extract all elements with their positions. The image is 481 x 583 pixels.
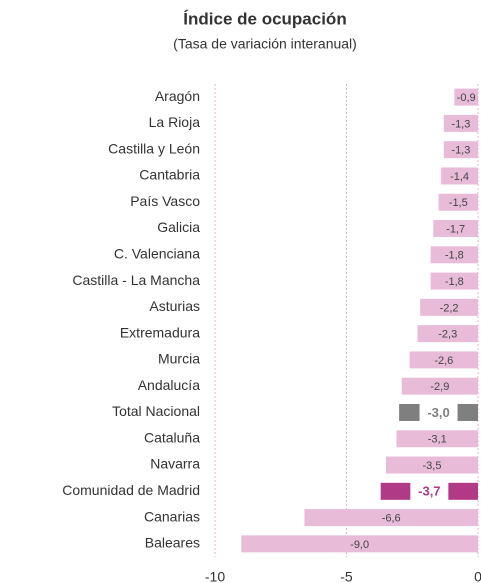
y-tick-label: Navarra — [150, 456, 200, 472]
bar — [454, 88, 478, 106]
bar — [438, 193, 478, 211]
y-tick-label: C. Valenciana — [114, 246, 200, 262]
value-label: -6,6 — [382, 512, 401, 524]
value-label: -1,4 — [450, 171, 469, 183]
value-label: -0,9 — [457, 92, 476, 104]
bar — [420, 298, 478, 316]
value-label: -2,3 — [438, 329, 457, 341]
value-label: -1,3 — [451, 145, 470, 157]
value-label: -1,3 — [451, 118, 470, 130]
y-tick-label: Andalucía — [138, 377, 200, 393]
x-tick-label: 0 — [474, 569, 481, 583]
value-label: -2,6 — [434, 355, 453, 367]
y-tick-label: Aragón — [155, 88, 200, 104]
value-label: -3,0 — [427, 405, 449, 420]
value-label: -3,1 — [428, 434, 447, 446]
bar — [443, 141, 478, 159]
value-label: -1,8 — [445, 276, 464, 288]
y-tick-label: País Vasco — [130, 193, 200, 209]
y-tick-label: Murcia — [158, 351, 200, 367]
value-label: -1,5 — [449, 197, 468, 209]
y-tick-label: Extremadura — [120, 324, 200, 340]
bar — [441, 167, 478, 185]
value-label: -2,9 — [430, 381, 449, 393]
bar — [443, 114, 478, 132]
y-tick-label: Comunidad de Madrid — [62, 482, 200, 498]
y-tick-label: Cantabria — [139, 167, 200, 183]
y-tick-label: Galicia — [157, 219, 200, 235]
x-tick-label: -5 — [340, 569, 353, 583]
x-tick-label: -10 — [205, 569, 225, 583]
chart-subtitle: (Tasa de variación interanual) — [173, 36, 357, 52]
y-tick-label: Baleares — [145, 535, 200, 551]
value-label: -1,8 — [445, 250, 464, 262]
value-label: -1,7 — [446, 223, 465, 235]
bar — [430, 272, 478, 290]
value-label-box — [410, 482, 449, 501]
value-label: -3,5 — [422, 460, 441, 472]
bar — [241, 535, 478, 553]
chart-title: Índice de ocupación — [183, 9, 346, 28]
bar — [430, 246, 478, 264]
bar — [385, 456, 478, 474]
value-label: -3,7 — [418, 484, 440, 499]
bar — [409, 351, 478, 369]
y-tick-label: La Rioja — [149, 114, 201, 130]
bar — [433, 220, 478, 238]
bar — [396, 430, 478, 448]
y-tick-label: Canarias — [144, 508, 200, 524]
bar — [417, 325, 478, 343]
value-label: -2,2 — [440, 302, 459, 314]
bar — [304, 509, 478, 527]
y-tick-label: Cataluña — [144, 429, 200, 445]
y-tick-label: Asturias — [149, 298, 200, 314]
bar — [401, 377, 478, 395]
value-label: -9,0 — [350, 539, 369, 551]
y-tick-label: Total Nacional — [112, 403, 200, 419]
y-tick-label: Castilla y León — [108, 140, 200, 156]
value-label-box — [419, 403, 458, 422]
y-tick-label: Castilla - La Mancha — [72, 272, 200, 288]
